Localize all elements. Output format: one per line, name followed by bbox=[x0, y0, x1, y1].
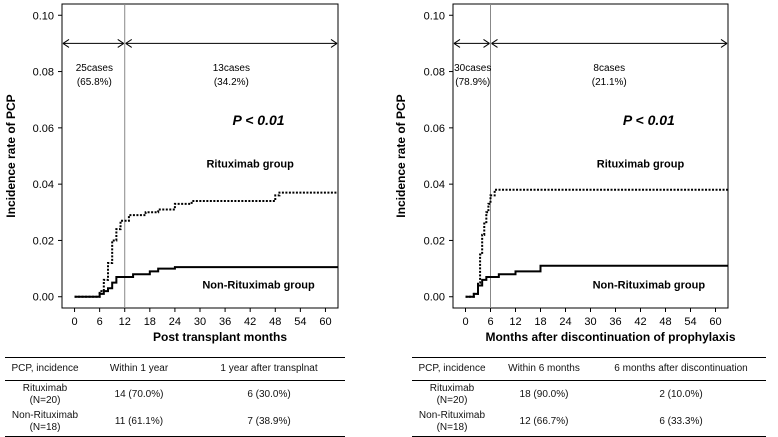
x-tick-label: 18 bbox=[534, 316, 546, 328]
figure-canvas: 0.00 0.02 0.04 0.06 0.08 0.10 0 6 12 18 24 30 36 42 48… bbox=[4, 3, 736, 344]
cases-pct-after: (21.1%) bbox=[592, 77, 627, 88]
table-cell: 6 (30.0%) bbox=[247, 388, 291, 400]
table-header: Within 6 months bbox=[492, 357, 596, 381]
cases-pct-before: (78.9%) bbox=[455, 77, 490, 88]
x-tick-label: 60 bbox=[709, 316, 721, 328]
x-tick-label: 18 bbox=[144, 316, 156, 328]
x-tick-label: 36 bbox=[219, 316, 231, 328]
row-n-label: (N=20) bbox=[29, 394, 61, 406]
x-tick-label: 12 bbox=[509, 316, 521, 328]
y-tick-label: 0.00 bbox=[424, 292, 445, 304]
p-value-label: P < 0.01 bbox=[233, 112, 285, 128]
row-group-label: Rituximab bbox=[22, 382, 68, 394]
row-group-label: Non-Rituximab bbox=[11, 410, 79, 422]
x-tick-label: 54 bbox=[294, 316, 306, 328]
table-row: Non-Rituximab (N=18) 11 (61.1%) 7 (38.9%) bbox=[5, 408, 345, 437]
non-rituximab-curve bbox=[74, 266, 338, 298]
table-cell: 7 (38.9%) bbox=[193, 408, 345, 437]
row-n-label: (N=18) bbox=[436, 422, 468, 434]
x-tick-label: 42 bbox=[634, 316, 646, 328]
x-axis-label: Months after discontinuation of prophyla… bbox=[485, 330, 735, 344]
table-row: Rituximab (N=20) 14 (70.0%) 6 (30.0%) bbox=[5, 381, 345, 409]
span-arrow-before-head-left bbox=[62, 38, 70, 48]
row-n-label: (N=20) bbox=[436, 394, 468, 406]
x-tick-label: 30 bbox=[584, 316, 596, 328]
cases-pct-after: (34.2%) bbox=[214, 77, 249, 88]
y-axis-label: Incidence rate of PCP bbox=[394, 94, 408, 217]
rituximab-group-label: Rituximab group bbox=[597, 158, 685, 170]
p-value-label: P < 0.01 bbox=[623, 112, 675, 128]
x-tick-label: 24 bbox=[169, 316, 181, 328]
x-tick-label: 6 bbox=[487, 316, 493, 328]
rituximab-group-label: Rituximab group bbox=[206, 158, 294, 170]
table-cell: 2 (10.0%) bbox=[659, 388, 703, 400]
y-tick-label: 0.06 bbox=[33, 123, 54, 135]
non-rituximab-curve bbox=[465, 264, 728, 298]
span-arrow-after-head-right bbox=[330, 38, 338, 48]
table-row: Rituximab (N=20) 18 (90.0%) 2 (10.0%) bbox=[412, 381, 766, 409]
table-header: 1 year after transplnat bbox=[193, 357, 345, 381]
cases-pct-before: (65.8%) bbox=[77, 77, 112, 88]
table-header: 6 months after discontinuation bbox=[596, 357, 766, 381]
x-tick-label: 42 bbox=[244, 316, 256, 328]
span-arrow-before-head-right bbox=[483, 38, 490, 48]
x-tick-label: 48 bbox=[659, 316, 671, 328]
x-tick-label: 0 bbox=[462, 316, 468, 328]
plot-frame bbox=[61, 3, 339, 309]
row-group-label: Rituximab bbox=[429, 382, 475, 394]
y-tick-label: 0.00 bbox=[33, 292, 54, 304]
incidence-table-right: PCP, incidence Within 6 months 6 months … bbox=[412, 357, 766, 437]
x-axis-label: Post transplant months bbox=[153, 330, 287, 344]
y-tick-label: 0.04 bbox=[424, 179, 445, 191]
x-tick-label: 12 bbox=[119, 316, 131, 328]
table-cell: 18 (90.0%) bbox=[519, 388, 569, 400]
plot-frame bbox=[452, 3, 729, 309]
table-header: Within 1 year bbox=[85, 357, 193, 381]
y-tick-label: 0.10 bbox=[33, 10, 54, 22]
non-rituximab-group-label: Non-Rituximab group bbox=[593, 279, 706, 291]
y-tick-label: 0.10 bbox=[424, 10, 445, 22]
table-header: PCP, incidence bbox=[5, 357, 85, 381]
table-cell: 11 (61.1%) bbox=[85, 408, 193, 437]
span-arrow-after-head-left bbox=[491, 38, 498, 48]
row-n-label: (N=18) bbox=[29, 422, 61, 434]
x-tick-label: 0 bbox=[71, 316, 77, 328]
y-tick-label: 0.02 bbox=[33, 235, 54, 247]
non-rituximab-group-label: Non-Rituximab group bbox=[202, 279, 315, 291]
table-cell: 12 (66.7%) bbox=[492, 408, 596, 437]
x-tick-label: 6 bbox=[97, 316, 103, 328]
span-arrow-after-head-left bbox=[125, 38, 133, 48]
span-arrow-after-head-right bbox=[720, 38, 728, 48]
cases-label-after: 8cases bbox=[593, 63, 625, 74]
cases-label-after: 13cases bbox=[213, 63, 250, 74]
table-cell: 14 (70.0%) bbox=[114, 388, 164, 400]
cases-label-before: 25cases bbox=[76, 63, 113, 74]
x-tick-label: 24 bbox=[559, 316, 571, 328]
y-tick-label: 0.04 bbox=[33, 179, 54, 191]
table-row: Non-Rituximab (N=18) 12 (66.7%) 6 (33.3%) bbox=[412, 408, 766, 437]
x-tick-label: 54 bbox=[684, 316, 696, 328]
x-tick-label: 60 bbox=[319, 316, 331, 328]
table-header: PCP, incidence bbox=[412, 357, 492, 381]
y-axis-label: Incidence rate of PCP bbox=[4, 94, 18, 217]
span-arrow-before-head-left bbox=[453, 38, 461, 48]
x-tick-label: 36 bbox=[609, 316, 621, 328]
cases-label-before: 30cases bbox=[454, 63, 491, 74]
y-tick-label: 0.08 bbox=[33, 67, 54, 79]
span-arrow-before-head-right bbox=[117, 38, 125, 48]
y-tick-label: 0.02 bbox=[424, 235, 445, 247]
x-tick-label: 30 bbox=[194, 316, 206, 328]
incidence-table-left: PCP, incidence Within 1 year 1 year afte… bbox=[5, 357, 345, 437]
row-group-label: Non-Rituximab bbox=[418, 410, 486, 422]
x-tick-label: 48 bbox=[269, 316, 281, 328]
y-tick-label: 0.08 bbox=[424, 67, 445, 79]
table-cell: 6 (33.3%) bbox=[596, 408, 766, 437]
y-tick-label: 0.06 bbox=[424, 123, 445, 135]
